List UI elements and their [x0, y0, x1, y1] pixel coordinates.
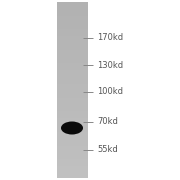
Text: 170kd: 170kd: [97, 33, 123, 42]
Bar: [57, 2, 88, 178]
Text: 130kd: 130kd: [97, 60, 123, 69]
Text: 55kd: 55kd: [97, 145, 118, 154]
Text: 100kd: 100kd: [97, 87, 123, 96]
Ellipse shape: [61, 122, 83, 134]
Text: 70kd: 70kd: [97, 118, 118, 127]
